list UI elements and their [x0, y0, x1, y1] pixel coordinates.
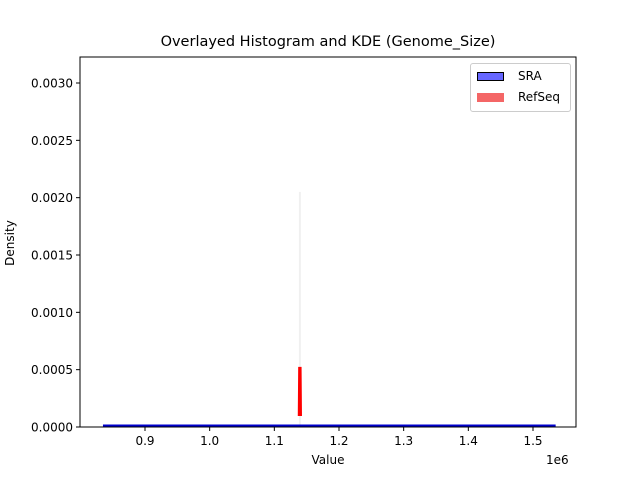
y-tick-label: 0.0005 [31, 363, 73, 377]
refseq-kde-line [297, 366, 302, 417]
x-tick-label: 1.4 [459, 434, 478, 448]
legend-item-sra: SRA [477, 68, 542, 84]
y-tick-label: 0.0020 [31, 191, 73, 205]
y-tick-label: 0.0030 [31, 77, 73, 91]
y-tick-label: 0.0000 [31, 421, 73, 435]
x-tick-label: 0.9 [135, 434, 154, 448]
legend: SRA RefSeq [470, 63, 571, 112]
x-tick-label: 1.5 [523, 434, 542, 448]
refseq-hist-bar [298, 191, 301, 427]
y-tick-label: 0.0015 [31, 249, 73, 263]
y-tick-label: 0.0010 [31, 306, 73, 320]
legend-swatch-refseq [477, 92, 504, 102]
x-tick-label: 1.3 [394, 434, 413, 448]
x-tick-label: 1.0 [200, 434, 219, 448]
legend-label-sra: SRA [518, 69, 542, 83]
x-tick-label: 1.1 [265, 434, 284, 448]
chart-title: Overlayed Histogram and KDE (Genome_Size… [160, 34, 496, 50]
y-tick-label: 0.0025 [31, 134, 73, 148]
x-axis-offset-label: 1e6 [546, 453, 569, 467]
legend-item-refseq: RefSeq [477, 89, 560, 105]
x-tick-label: 1.2 [329, 434, 348, 448]
axes-frame [79, 56, 577, 428]
legend-label-refseq: RefSeq [518, 90, 561, 104]
legend-swatch-sra [477, 71, 504, 81]
x-axis-label: Value [311, 453, 345, 467]
y-axis-label: Density [3, 220, 17, 266]
axes: 0.9 1.0 1.1 1.2 1.3 1.4 1.5 0.0000 0.0005 0.0010 0… [31, 56, 577, 448]
